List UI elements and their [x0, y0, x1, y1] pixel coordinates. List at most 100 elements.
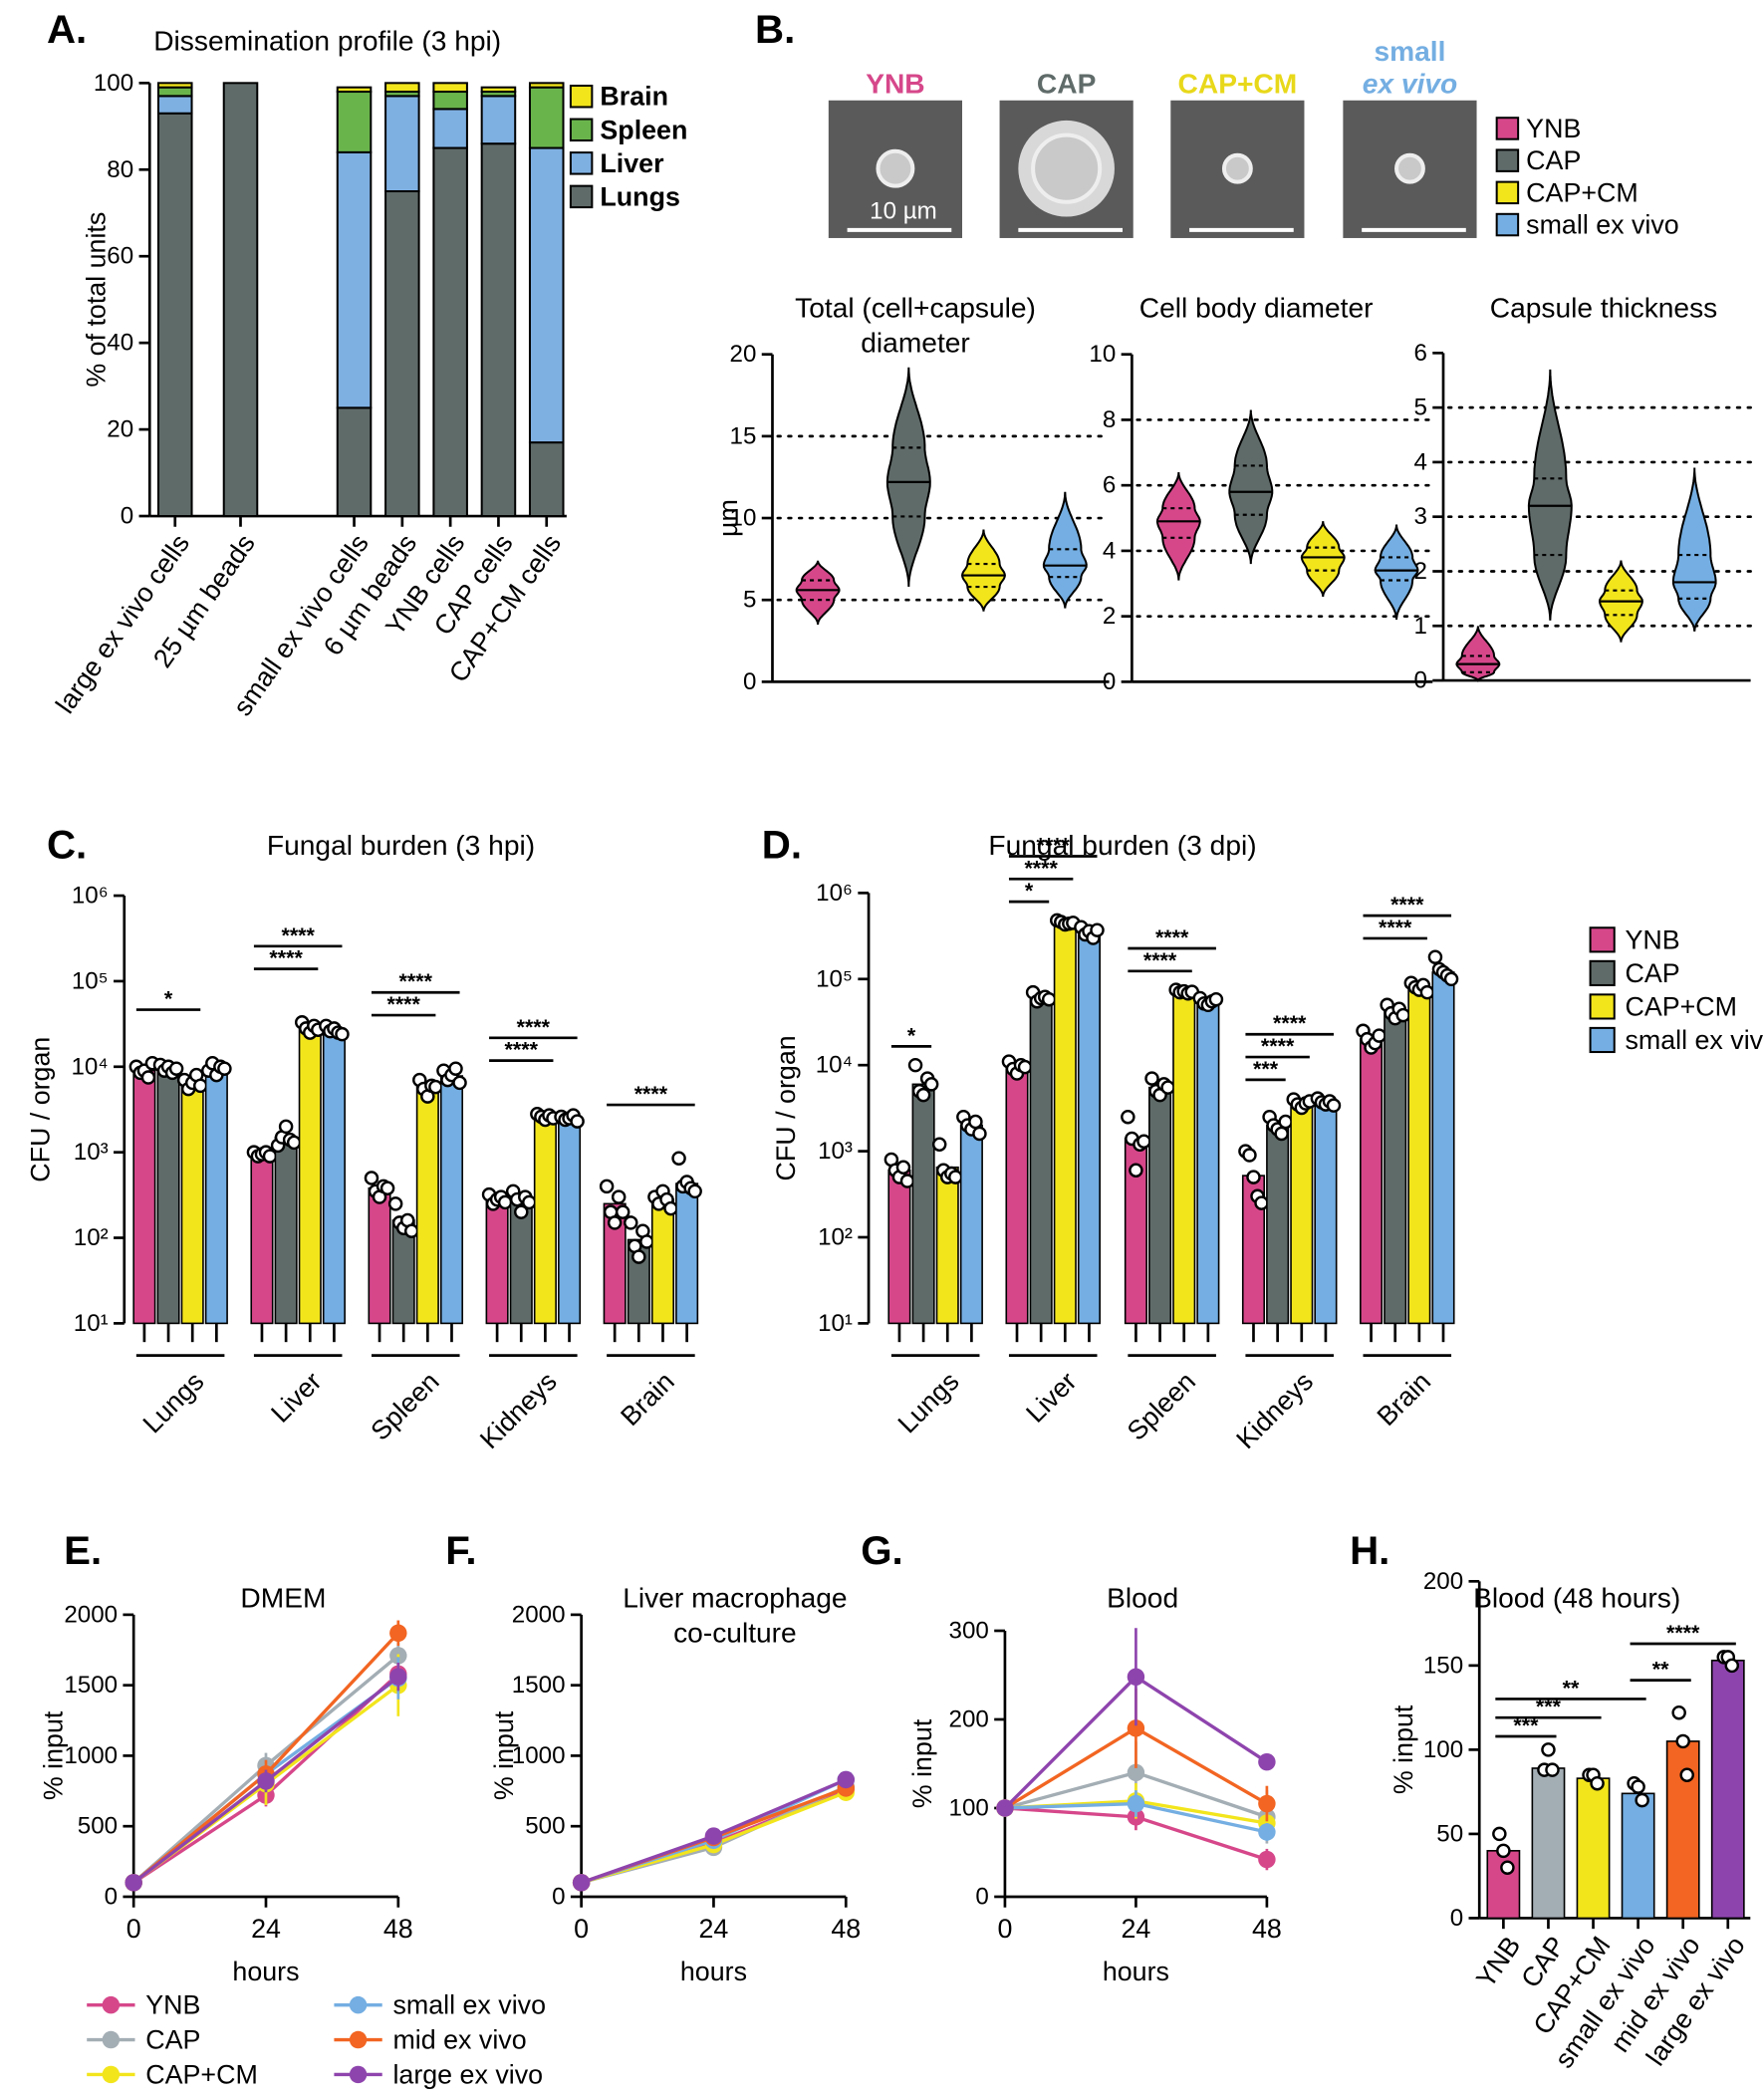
legend-marker: [102, 1995, 121, 2014]
data-point: [452, 1075, 467, 1091]
y-tick-label: 10³: [74, 1139, 109, 1166]
cell: [1031, 132, 1103, 204]
x-tick-label: 48: [1252, 1914, 1282, 1944]
panel-label: C.: [47, 823, 87, 868]
data-point: [1395, 1007, 1410, 1023]
significance-label: ****: [1666, 1621, 1700, 1645]
y-axis-label: CFU / organ: [25, 1037, 55, 1182]
y-tick-label: 10: [730, 505, 757, 532]
x-tick-label: Brain: [615, 1366, 680, 1432]
micrograph-label: ex vivo: [1363, 67, 1457, 99]
legend-swatch: [1589, 959, 1616, 986]
bar: [1005, 1066, 1029, 1325]
chart-title: diameter: [861, 327, 970, 359]
y-tick-label: 80: [107, 156, 133, 183]
data-point: [1208, 991, 1224, 1007]
chart-title: DMEM: [240, 1581, 326, 1613]
legend-label: small ex vivo: [1526, 210, 1679, 240]
x-tick-label: 0: [126, 1914, 141, 1944]
series-point: [1127, 1763, 1145, 1782]
bar: [132, 1069, 156, 1325]
violin-body: [960, 529, 1006, 612]
y-axis-label: % of total units: [82, 212, 112, 388]
legend-label: small ex vivo: [392, 1990, 546, 2020]
chart-title: Blood (48 hours): [1473, 1581, 1680, 1613]
bar: [1196, 1000, 1220, 1325]
y-axis-label: % input: [907, 1718, 937, 1808]
x-tick-label: YNB: [1470, 1931, 1526, 1992]
y-tick-label: 10⁶: [816, 880, 853, 907]
y-tick-label: 1: [1413, 613, 1426, 640]
data-point: [193, 1078, 208, 1094]
bar: [204, 1069, 228, 1325]
violin-body: [1455, 626, 1501, 682]
data-point: [671, 1151, 686, 1166]
y-tick-label: 5: [743, 587, 756, 614]
data-point: [972, 1126, 987, 1142]
bar: [1431, 971, 1455, 1325]
legend-label: large ex vivo: [392, 2059, 543, 2089]
bar: [1665, 1740, 1700, 1920]
significance-label: *: [907, 1023, 916, 1047]
data-point: [1631, 1779, 1645, 1794]
x-tick-label: 24: [1121, 1914, 1150, 1944]
violin-body: [1155, 471, 1201, 581]
data-point: [1724, 1658, 1740, 1674]
data-point: [899, 1174, 915, 1188]
data-point: [923, 1077, 939, 1092]
data-point: [514, 1204, 529, 1219]
y-axis-label: µm: [713, 499, 743, 537]
chart-title: Total (cell+capsule): [795, 292, 1036, 324]
significance-label: ****: [1024, 856, 1058, 880]
data-point: [1635, 1792, 1649, 1808]
bar-segment: [384, 189, 420, 518]
legend-marker: [349, 1995, 368, 2014]
chart-title: Dissemination profile (3 hpi): [153, 24, 501, 56]
cell: [1221, 152, 1253, 184]
data-point: [1121, 1109, 1135, 1125]
legend-marker: [102, 2065, 121, 2084]
data-point: [687, 1183, 702, 1199]
micrograph-label: YNB: [866, 67, 924, 99]
significance-label: ****: [505, 1038, 539, 1062]
series-point: [389, 1624, 407, 1643]
y-tick-label: 8: [1103, 406, 1116, 433]
violin-body: [1527, 369, 1573, 621]
bar-segment: [384, 82, 420, 94]
y-tick-label: 20: [730, 341, 757, 368]
data-point: [1278, 1114, 1293, 1130]
data-point: [1541, 1742, 1556, 1757]
y-axis-label: CFU / organ: [771, 1035, 801, 1180]
data-point: [1136, 1134, 1151, 1149]
legend-label: Lungs: [600, 181, 679, 211]
data-point: [611, 1189, 627, 1204]
significance-label: ****: [517, 1015, 551, 1039]
y-tick-label: 1500: [64, 1672, 118, 1699]
x-tick-label: Kidneys: [1230, 1366, 1319, 1454]
bar: [1531, 1767, 1566, 1920]
significance-label: **: [1563, 1676, 1580, 1700]
bar-segment: [156, 86, 193, 98]
x-tick-label: 48: [831, 1914, 861, 1944]
y-axis-label: % input: [1388, 1704, 1418, 1794]
y-tick-label: 6: [1103, 472, 1116, 499]
series-point: [1127, 1668, 1145, 1686]
bar: [298, 1027, 322, 1325]
bar-segment: [480, 95, 517, 145]
series-point: [1127, 1794, 1145, 1813]
bar-segment: [432, 82, 468, 94]
data-point: [1500, 1860, 1515, 1875]
bar: [1384, 1010, 1407, 1325]
bar: [250, 1153, 274, 1325]
data-point: [379, 1180, 395, 1195]
data-point: [1160, 1080, 1175, 1095]
series-point: [125, 1874, 142, 1892]
bar-segment: [528, 82, 565, 89]
y-tick-label: 10²: [818, 1223, 853, 1250]
x-tick-label: Lungs: [137, 1366, 210, 1439]
legend-swatch: [1589, 926, 1616, 953]
y-tick-label: 500: [78, 1813, 118, 1840]
y-tick-label: 0: [975, 1883, 988, 1910]
bar-segment: [480, 86, 517, 94]
